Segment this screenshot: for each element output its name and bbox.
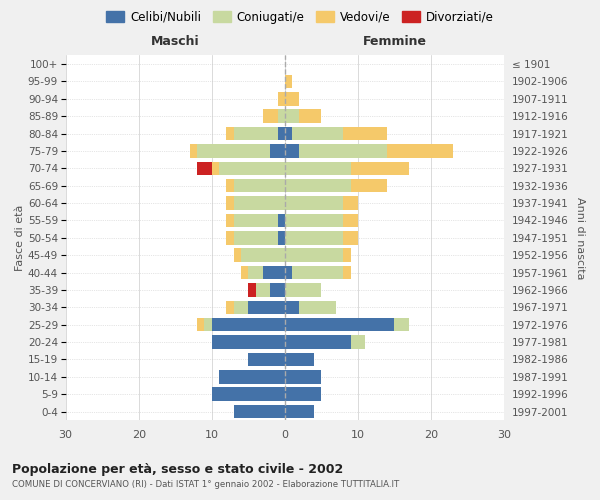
Bar: [241, 248, 285, 262]
Bar: [285, 179, 350, 192]
Bar: [285, 231, 343, 244]
Bar: [212, 388, 285, 401]
Bar: [190, 144, 197, 158]
Legend: Celibi/Nubili, Coniugati/e, Vedovi/e, Divorziati/e: Celibi/Nubili, Coniugati/e, Vedovi/e, Di…: [101, 6, 499, 28]
Bar: [197, 162, 212, 175]
Bar: [343, 248, 350, 262]
Bar: [212, 336, 285, 349]
Bar: [292, 266, 343, 280]
Bar: [226, 231, 233, 244]
Bar: [285, 144, 299, 158]
Bar: [233, 248, 241, 262]
Bar: [226, 196, 233, 210]
Bar: [248, 283, 256, 296]
Bar: [270, 283, 285, 296]
Text: Femmine: Femmine: [362, 36, 427, 49]
Bar: [278, 110, 285, 123]
Bar: [233, 179, 285, 192]
Bar: [343, 231, 358, 244]
Bar: [299, 110, 322, 123]
Bar: [350, 179, 387, 192]
Bar: [248, 352, 285, 366]
Text: Popolazione per età, sesso e stato civile - 2002: Popolazione per età, sesso e stato civil…: [12, 462, 343, 475]
Bar: [263, 266, 285, 280]
Bar: [219, 162, 285, 175]
Bar: [233, 214, 278, 227]
Bar: [299, 144, 387, 158]
Bar: [285, 248, 343, 262]
Bar: [285, 388, 322, 401]
Bar: [270, 144, 285, 158]
Bar: [285, 352, 314, 366]
Bar: [343, 214, 358, 227]
Bar: [285, 92, 299, 106]
Bar: [343, 266, 350, 280]
Bar: [285, 336, 350, 349]
Bar: [256, 283, 270, 296]
Bar: [350, 162, 409, 175]
Bar: [285, 110, 299, 123]
Bar: [285, 74, 292, 88]
Bar: [248, 300, 285, 314]
Bar: [212, 318, 285, 332]
Bar: [285, 127, 292, 140]
Bar: [285, 196, 343, 210]
Bar: [285, 405, 314, 418]
Bar: [278, 214, 285, 227]
Bar: [226, 127, 233, 140]
Bar: [197, 318, 205, 332]
Bar: [350, 336, 365, 349]
Bar: [205, 318, 212, 332]
Bar: [285, 266, 292, 280]
Bar: [299, 300, 336, 314]
Bar: [285, 318, 394, 332]
Bar: [233, 300, 248, 314]
Bar: [278, 231, 285, 244]
Text: Maschi: Maschi: [151, 36, 200, 49]
Bar: [263, 110, 278, 123]
Bar: [219, 370, 285, 384]
Bar: [233, 127, 278, 140]
Bar: [226, 300, 233, 314]
Bar: [212, 162, 219, 175]
Bar: [248, 266, 263, 280]
Bar: [278, 92, 285, 106]
Bar: [278, 127, 285, 140]
Y-axis label: Fasce di età: Fasce di età: [15, 204, 25, 271]
Bar: [343, 196, 358, 210]
Y-axis label: Anni di nascita: Anni di nascita: [575, 196, 585, 279]
Bar: [285, 300, 299, 314]
Bar: [241, 266, 248, 280]
Bar: [285, 283, 322, 296]
Bar: [285, 214, 343, 227]
Bar: [394, 318, 409, 332]
Bar: [226, 179, 233, 192]
Bar: [226, 214, 233, 227]
Bar: [387, 144, 453, 158]
Bar: [292, 127, 343, 140]
Bar: [343, 127, 387, 140]
Bar: [233, 405, 285, 418]
Bar: [197, 144, 270, 158]
Bar: [233, 231, 278, 244]
Bar: [233, 196, 285, 210]
Bar: [285, 162, 350, 175]
Text: COMUNE DI CONCERVIANO (RI) - Dati ISTAT 1° gennaio 2002 - Elaborazione TUTTITALI: COMUNE DI CONCERVIANO (RI) - Dati ISTAT …: [12, 480, 399, 489]
Bar: [285, 370, 322, 384]
